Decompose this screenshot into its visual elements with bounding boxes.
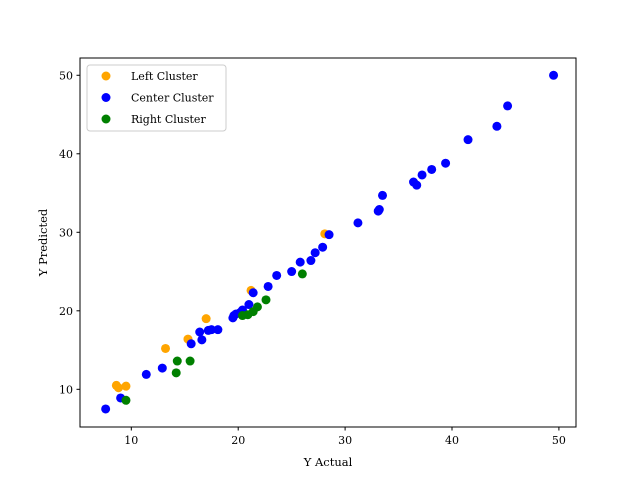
series-right-cluster	[121, 269, 307, 405]
data-point	[353, 218, 363, 228]
data-point	[141, 369, 151, 379]
x-tick-label: 30	[338, 434, 352, 447]
data-point	[287, 267, 297, 277]
data-point	[113, 383, 123, 393]
y-tick-label: 50	[59, 69, 73, 82]
y-tick-label: 10	[59, 383, 73, 396]
data-point	[503, 101, 513, 111]
data-point	[492, 121, 502, 131]
legend-frame	[86, 64, 227, 132]
x-tick-label: 50	[552, 434, 566, 447]
data-point	[374, 205, 384, 215]
data-point	[427, 164, 437, 174]
data-point	[306, 256, 316, 266]
data-point	[248, 288, 258, 298]
data-point	[213, 325, 223, 335]
legend-marker	[101, 71, 111, 81]
y-tick-label: 20	[59, 305, 73, 318]
y-tick-label: 30	[59, 226, 73, 239]
legend-label: Left Cluster	[131, 70, 198, 83]
x-tick-label: 20	[231, 434, 245, 447]
data-point	[206, 325, 216, 335]
x-axis-ticks: 10 20 30 40 50	[124, 427, 566, 447]
data-point	[161, 343, 171, 353]
data-point	[171, 368, 181, 378]
legend: Left Cluster Center Cluster Right Cluster	[86, 64, 227, 132]
plot-frame	[79, 57, 577, 428]
data-point	[263, 281, 273, 291]
data-point	[157, 363, 167, 373]
data-point	[186, 339, 196, 349]
legend-label: Right Cluster	[131, 113, 206, 126]
data-point	[295, 257, 305, 267]
data-point	[272, 270, 282, 280]
data-point	[172, 356, 182, 366]
data-point	[121, 395, 131, 405]
data-point	[297, 269, 307, 279]
data-point	[310, 248, 320, 258]
data-points	[101, 70, 559, 414]
data-point	[252, 302, 262, 312]
data-point	[412, 180, 422, 190]
x-axis-label: Y Actual	[303, 455, 353, 469]
data-point	[378, 190, 388, 200]
data-point	[244, 300, 254, 310]
legend-label: Center Cluster	[131, 92, 214, 105]
y-axis-label: Y Predicted	[36, 208, 50, 277]
data-point	[197, 335, 207, 345]
data-point	[261, 295, 271, 305]
x-tick-label: 40	[445, 434, 459, 447]
data-point	[549, 70, 559, 80]
data-point	[101, 404, 111, 414]
data-point	[121, 381, 131, 391]
legend-marker	[101, 114, 111, 124]
legend-marker	[101, 93, 111, 102]
data-point	[441, 158, 451, 168]
data-point	[463, 135, 473, 145]
data-point	[324, 230, 334, 240]
y-axis-ticks: 10 20 30 40 50	[59, 69, 80, 396]
y-tick-label: 40	[59, 148, 73, 161]
data-point	[185, 356, 195, 366]
data-point	[417, 170, 427, 180]
data-point	[318, 242, 328, 252]
data-point	[201, 314, 211, 324]
data-point	[195, 327, 205, 337]
x-tick-label: 10	[124, 434, 138, 447]
